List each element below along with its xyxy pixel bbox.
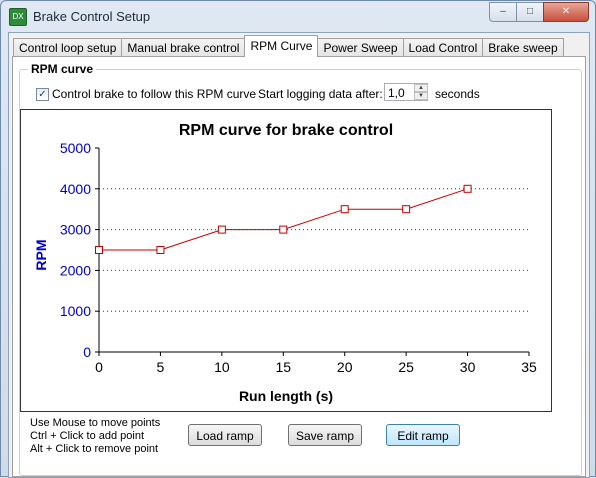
help-text: Use Mouse to move points Ctrl + Click to… <box>30 417 160 456</box>
series-line <box>99 188 468 251</box>
stepper-down-icon[interactable]: ▼ <box>414 92 428 100</box>
y-tick-label: 2000 <box>60 262 91 278</box>
help-line-add: Ctrl + Click to add point <box>30 430 145 442</box>
tab-control-loop-setup[interactable]: Control loop setup <box>13 38 123 57</box>
y-tick-label: 1000 <box>60 303 91 319</box>
follow-curve-label[interactable]: Control brake to follow this RPM curve <box>52 87 257 101</box>
stepper-up-icon[interactable]: ▲ <box>414 84 428 92</box>
rpm-curve-panel: RPM curve ✓ Control brake to follow this… <box>12 56 586 477</box>
help-line-remove: Alt + Click to remove point <box>30 443 159 455</box>
y-tick-label: 4000 <box>60 181 91 197</box>
data-point <box>463 184 472 193</box>
x-tick-label: 35 <box>521 359 537 375</box>
x-tick-label: 30 <box>460 359 476 375</box>
x-tick-label: 0 <box>95 359 103 375</box>
client-area: Control loop setup Manual brake control … <box>8 32 590 478</box>
data-point <box>279 225 288 234</box>
logging-delay-unit: seconds <box>435 87 480 101</box>
help-line-move: Use Mouse to move points <box>30 417 161 429</box>
chart-y-axis-label: RPM <box>33 239 49 270</box>
load-ramp-button[interactable]: Load ramp <box>188 424 262 446</box>
tab-strip: Control loop setup Manual brake control … <box>13 35 564 57</box>
tab-brake-sweep[interactable]: Brake sweep <box>482 38 564 57</box>
rpm-chart-plot[interactable]: RPM curve for brake control Run length (… <box>21 110 551 411</box>
chart-x-axis-label: Run length (s) <box>239 388 333 404</box>
window-title: Brake Control Setup <box>33 9 151 24</box>
tab-manual-brake-control[interactable]: Manual brake control <box>121 38 246 57</box>
edit-ramp-button[interactable]: Edit ramp <box>386 424 460 446</box>
data-point <box>402 205 411 214</box>
logging-delay-stepper: ▲ ▼ <box>414 84 428 100</box>
data-point <box>156 246 165 254</box>
group-title: RPM curve <box>28 62 97 76</box>
chart-title: RPM curve for brake control <box>179 122 393 139</box>
data-point <box>217 225 226 234</box>
x-tick-label: 25 <box>398 359 414 375</box>
y-tick-label: 5000 <box>60 140 91 156</box>
x-tick-label: 20 <box>337 359 353 375</box>
window-controls: – □ ✕ <box>489 2 589 22</box>
tab-rpm-curve[interactable]: RPM Curve <box>244 35 319 57</box>
rpm-chart[interactable]: RPM curve for brake control Run length (… <box>20 109 552 412</box>
logging-delay-label: Start logging data after: <box>258 87 383 101</box>
tab-power-sweep[interactable]: Power Sweep <box>317 38 404 57</box>
y-tick-label: 0 <box>83 344 91 360</box>
minimize-button[interactable]: – <box>489 2 517 22</box>
close-button[interactable]: ✕ <box>543 2 589 22</box>
app-icon: DX <box>9 8 27 26</box>
y-tick-label: 3000 <box>60 222 91 238</box>
title-bar[interactable]: DX Brake Control Setup – □ ✕ <box>1 1 595 33</box>
tab-load-control[interactable]: Load Control <box>402 38 484 57</box>
data-point <box>340 205 349 214</box>
save-ramp-button[interactable]: Save ramp <box>288 424 362 446</box>
x-tick-label: 10 <box>214 359 230 375</box>
x-tick-label: 5 <box>157 359 165 375</box>
maximize-button[interactable]: □ <box>516 2 544 22</box>
data-point <box>95 246 103 254</box>
follow-curve-checkbox[interactable]: ✓ <box>36 88 49 101</box>
x-tick-label: 15 <box>275 359 291 375</box>
rpm-curve-group: RPM curve ✓ Control brake to follow this… <box>19 62 582 476</box>
